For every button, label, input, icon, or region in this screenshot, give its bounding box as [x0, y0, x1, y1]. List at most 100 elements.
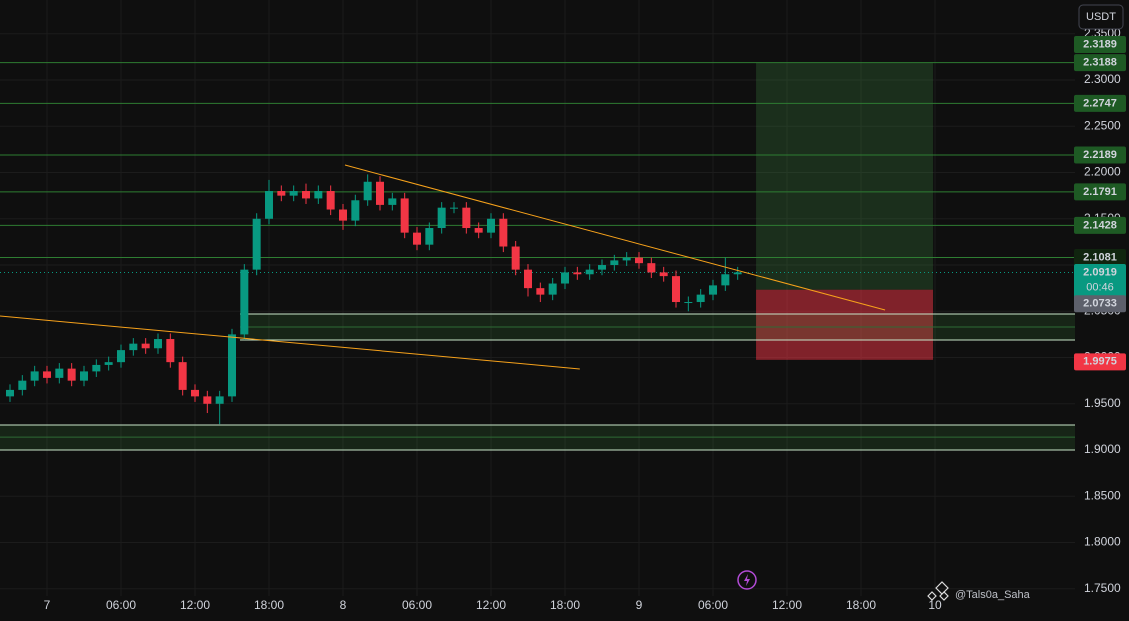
trendline — [344, 164, 886, 311]
price-label: 1.9975 — [1083, 356, 1117, 368]
candle-body — [153, 339, 162, 349]
price-label-box — [1074, 183, 1126, 201]
loss-zone — [756, 289, 934, 360]
profit-zone — [756, 62, 934, 290]
price-label: 2.3189 — [1083, 38, 1117, 50]
y-tick-label: 1.9000 — [1084, 442, 1121, 456]
y-tick-label: 1.8500 — [1084, 488, 1121, 502]
candle-body — [413, 232, 422, 245]
x-tick-label: 8 — [340, 598, 347, 612]
x-tick-label: 12:00 — [476, 598, 506, 612]
trendline — [0, 315, 580, 370]
lightning-glyph — [744, 574, 750, 586]
price-label: 2.0919 — [1083, 266, 1117, 278]
candle-body — [684, 302, 693, 304]
candle-body — [511, 246, 520, 270]
candle-body — [166, 339, 175, 363]
candle-body — [18, 380, 27, 390]
price-label-box — [1074, 146, 1126, 164]
y-tick-label: 1.8000 — [1084, 535, 1121, 549]
price-label: 2.1791 — [1083, 186, 1117, 198]
candle-body — [462, 207, 471, 229]
candle-body — [709, 285, 718, 295]
candle-body — [400, 198, 409, 233]
candle-body — [104, 362, 113, 365]
x-tick-label: 7 — [44, 598, 51, 612]
candle-body — [672, 276, 681, 303]
price-label: 2.2189 — [1083, 149, 1117, 161]
candle-body — [659, 272, 668, 277]
candle-body — [67, 368, 76, 381]
candle-body — [203, 396, 212, 404]
candle-body — [79, 371, 88, 381]
candle-body — [277, 191, 286, 196]
x-tick-label: 18:00 — [846, 598, 876, 612]
price-label-box — [1074, 216, 1126, 234]
candle-body — [647, 263, 656, 273]
y-tick-label: 2.2000 — [1084, 165, 1121, 179]
x-tick-label: 18:00 — [550, 598, 580, 612]
candle-body — [264, 191, 273, 219]
lightning-icon[interactable] — [737, 570, 757, 590]
x-tick-label: 9 — [636, 598, 643, 612]
candle-body — [622, 257, 631, 261]
price-label: 2.1081 — [1083, 251, 1117, 263]
watermark: @Tals0a_Saha — [955, 589, 1031, 601]
candle-body — [301, 191, 310, 199]
y-tick-label: 1.7500 — [1084, 581, 1121, 595]
candle-body — [635, 257, 644, 264]
candle-body — [42, 371, 51, 378]
candle-body — [425, 228, 434, 245]
price-label-box — [1074, 94, 1126, 112]
price-label-box — [1074, 54, 1126, 72]
x-tick-label: 06:00 — [402, 598, 432, 612]
currency-button[interactable] — [1078, 4, 1124, 30]
candle-body — [338, 209, 347, 221]
x-tick-label: 18:00 — [254, 598, 284, 612]
candle-body — [548, 283, 557, 295]
candle-body — [314, 191, 323, 199]
time-axis-bg — [0, 596, 1129, 621]
candle-body — [375, 181, 384, 205]
y-tick-label: 1.9500 — [1084, 396, 1121, 410]
x-tick-label: 12:00 — [772, 598, 802, 612]
candle-body — [326, 191, 335, 210]
candle-body — [499, 218, 508, 247]
countdown: 00:46 — [1086, 281, 1114, 293]
candle-body — [585, 269, 594, 275]
candle-body — [190, 389, 199, 397]
price-label: 2.3188 — [1083, 57, 1117, 69]
x-tick-label: 12:00 — [180, 598, 210, 612]
price-label: 2.1428 — [1083, 219, 1117, 231]
y-tick-label: 2.2500 — [1084, 118, 1121, 132]
candle-body — [5, 389, 14, 397]
candle-body — [30, 371, 39, 381]
candle-body — [524, 269, 533, 289]
candle-body — [289, 191, 298, 196]
price-label: 2.2747 — [1083, 97, 1117, 109]
price-label-box — [1074, 249, 1126, 267]
candle-body — [696, 294, 705, 303]
price-label: 2.0733 — [1083, 298, 1117, 310]
candle-body — [450, 207, 459, 209]
x-tick-label: 06:00 — [698, 598, 728, 612]
candle-body — [487, 218, 496, 233]
candle-body — [363, 181, 372, 201]
time-axis: 7 06:00 12:00 18:00 8 06:00 12:00 18:00 9 06:00 12… — [0, 596, 1129, 621]
currency-label: USDT — [1086, 11, 1116, 23]
y-tick-label: 2.3000 — [1084, 72, 1121, 86]
price-label-box — [1074, 36, 1126, 54]
candle-body — [351, 200, 360, 221]
candle-body — [92, 364, 101, 372]
candle-body — [610, 260, 619, 266]
candle-body — [141, 343, 150, 349]
candle-body — [561, 272, 570, 284]
candle-body — [116, 350, 125, 363]
candle-body — [252, 218, 261, 270]
candle-body — [733, 272, 742, 275]
candle-body — [215, 396, 224, 404]
